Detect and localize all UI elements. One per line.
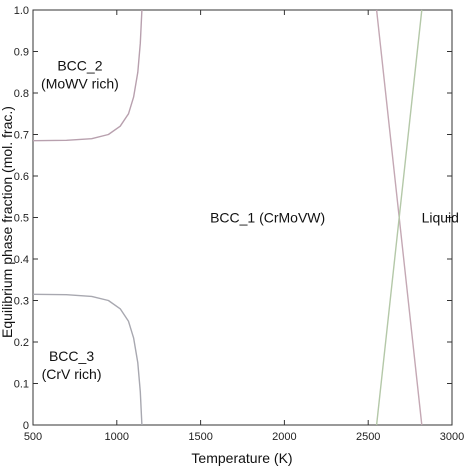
x-tick-label: 1500 <box>188 431 212 443</box>
y-axis-title: Equilibrium phase fraction (mol. frac.) <box>0 106 15 338</box>
y-tick-label: 0.2 <box>14 337 29 349</box>
annotation-label: (CrV rich) <box>42 366 102 382</box>
series-line-1 <box>32 9 143 142</box>
y-tick-label: 0.7 <box>14 130 29 142</box>
y-tick-label: 0.4 <box>14 254 29 266</box>
y-tick-label: 0.9 <box>14 47 29 59</box>
series-line-4 <box>375 9 423 426</box>
x-tick-label: 3000 <box>440 431 464 443</box>
annotations-layer: BCC_2 (MoWV rich) BCC_1 (CrMoVW) Liquid BCC_… <box>41 57 459 382</box>
series-line-2 <box>32 293 143 426</box>
y-tick-label: 0.3 <box>14 296 29 308</box>
annotation-label: Liquid <box>422 210 459 226</box>
series-layer <box>32 9 423 426</box>
x-axis-title: Temperature (K) <box>191 450 292 466</box>
y-tick-label: 0.8 <box>14 88 29 100</box>
annotation-label: (MoWV rich) <box>41 75 119 91</box>
y-tick-label: 0 <box>23 420 29 432</box>
y-tick-label: 0.1 <box>14 379 29 391</box>
x-tick-label: 2500 <box>356 431 380 443</box>
ticks-layer: 500 1000 1500 2000 2500 3000 0 0.1 0.2 0.3 0.4 0.5 0… <box>14 5 465 443</box>
annotation-label: BCC_2 <box>57 57 102 73</box>
x-tick-label: 1000 <box>105 431 129 443</box>
annotation-label: BCC_3 <box>49 348 94 364</box>
y-tick-label: 1.0 <box>14 5 29 17</box>
x-tick-label: 2000 <box>272 431 296 443</box>
y-tick-label: 0.5 <box>14 213 29 225</box>
annotation-label: BCC_1 (CrMoVW) <box>210 210 325 226</box>
y-tick-label: 0.6 <box>14 171 29 183</box>
x-tick-label: 500 <box>24 431 42 443</box>
